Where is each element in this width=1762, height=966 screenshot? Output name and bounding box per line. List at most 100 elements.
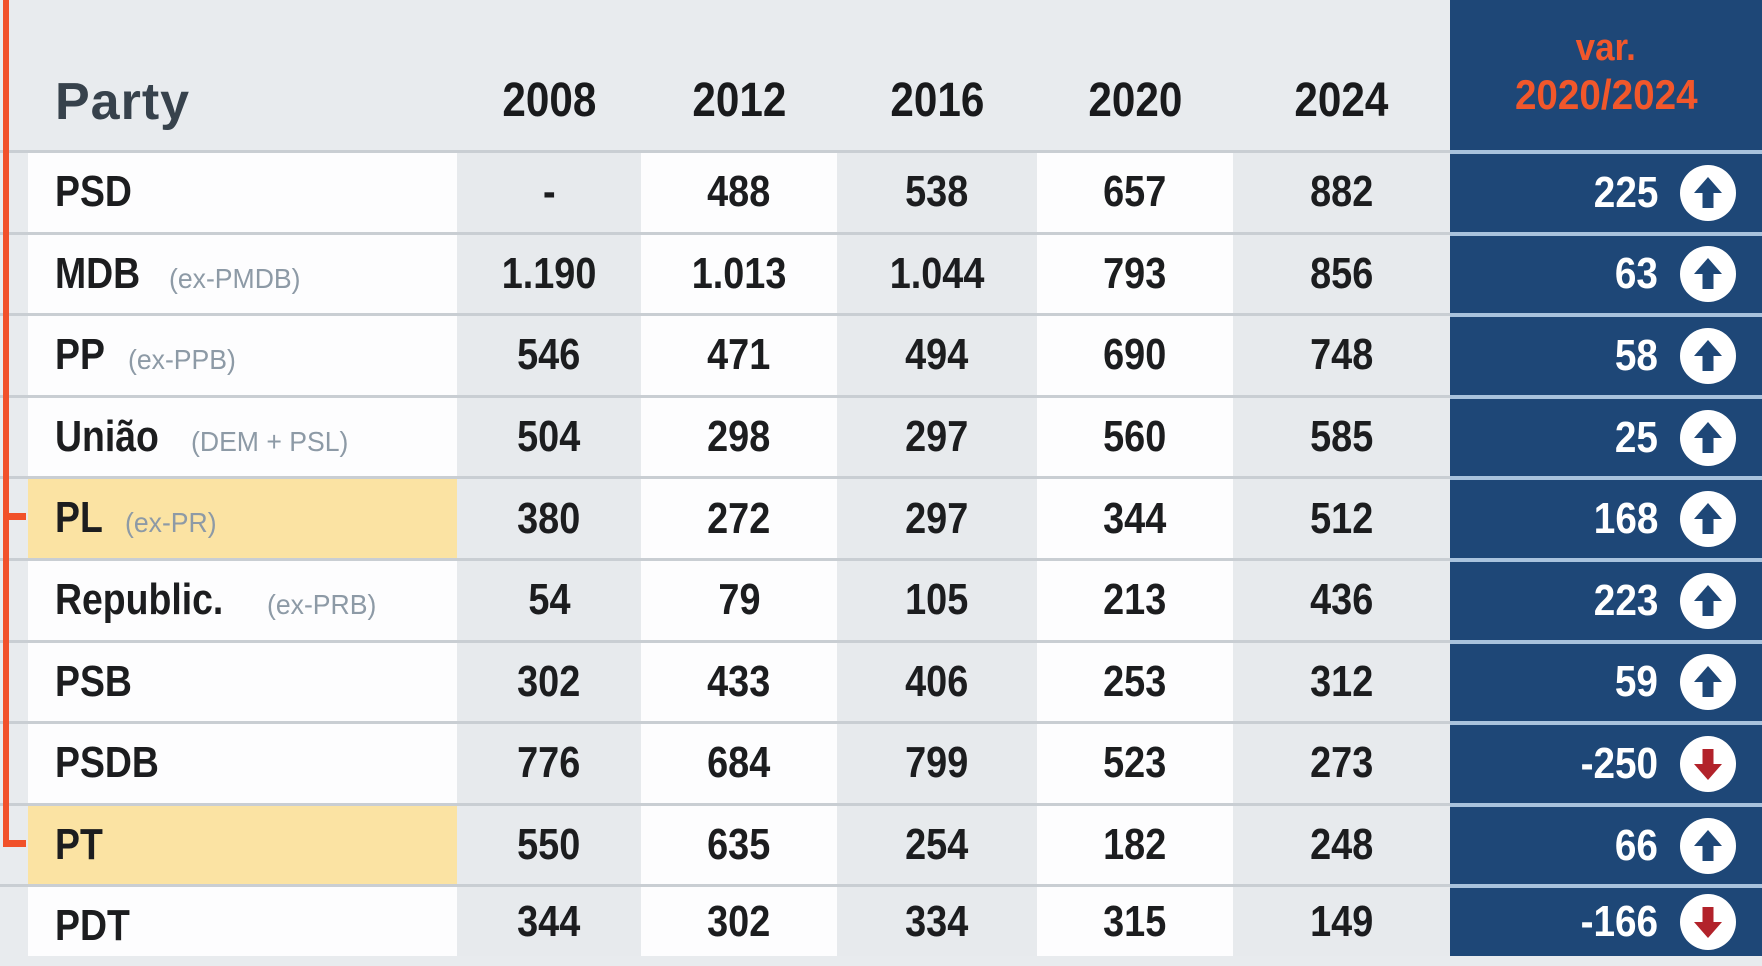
party-cell: PSB	[28, 639, 457, 722]
value-cell-2016: 254	[837, 802, 1037, 885]
value-2016: 105	[905, 575, 969, 625]
variation-value: -166	[1580, 897, 1658, 947]
value-2008: -	[542, 167, 556, 217]
party-cell: PL (ex-PR)	[28, 476, 457, 558]
arrow-up-icon	[1680, 327, 1736, 384]
value-cell-2016: 406	[837, 639, 1037, 722]
party-cell: PSD	[28, 150, 457, 232]
row-gutter	[0, 476, 28, 558]
party-cell: PP (ex-PPB)	[28, 313, 457, 395]
value-cell-2024: 149	[1233, 884, 1450, 966]
value-cell-2012: 302	[641, 884, 837, 966]
arrow-up-icon	[1680, 164, 1736, 221]
row-gutter	[0, 557, 28, 640]
variation-value: 223	[1593, 575, 1658, 625]
value-2024: 882	[1309, 167, 1374, 217]
value-cell-2012: 635	[641, 802, 837, 885]
variation-cell: 25	[1450, 394, 1762, 477]
party-former-name: (ex-PR)	[125, 507, 217, 539]
party-cell: União (DEM + PSL)	[28, 394, 457, 477]
arrow-up-icon	[1680, 654, 1736, 711]
value-2016: 406	[905, 656, 969, 706]
variation-value: 168	[1593, 494, 1658, 544]
value-2008: 504	[517, 412, 581, 462]
value-2020: 793	[1103, 248, 1167, 298]
variation-cell: 58	[1450, 313, 1762, 395]
header-year-2016: 2016	[890, 74, 984, 127]
party-name: Republic.	[55, 574, 224, 624]
value-2020: 690	[1103, 330, 1167, 380]
value-cell-2008: 302	[457, 639, 641, 722]
value-cell-2008: 54	[457, 557, 641, 640]
party-cell: PDT	[28, 884, 457, 966]
variation-cell: 223	[1450, 557, 1762, 640]
value-cell-2008: 344	[457, 884, 641, 966]
value-cell-2012: 79	[641, 557, 837, 640]
party-name: PSD	[55, 167, 132, 216]
value-cell-2020: 793	[1037, 231, 1233, 314]
row-gutter	[0, 313, 28, 395]
table-row: PSD - 488 538 657 882 225	[0, 150, 1762, 232]
variation-value: 63	[1614, 249, 1658, 299]
variation-cell: -250	[1450, 721, 1762, 803]
header-party: Party	[28, 0, 457, 150]
value-2012: 272	[707, 493, 771, 543]
party-name: União	[55, 411, 159, 461]
arrow-down-icon	[1680, 894, 1736, 951]
value-2012: 488	[707, 167, 771, 217]
value-2024: 512	[1309, 493, 1374, 543]
party-cell: MDB (ex-PMDB)	[28, 231, 457, 314]
value-2008: 54	[527, 575, 571, 625]
variation-value: 25	[1614, 412, 1658, 462]
value-cell-2020: 560	[1037, 394, 1233, 477]
row-gutter	[0, 150, 28, 232]
variation-value: 59	[1614, 657, 1658, 707]
variation-cell: 59	[1450, 639, 1762, 722]
party-former-name: (ex-PRB)	[267, 588, 377, 620]
party-former-name: (DEM + PSL)	[191, 425, 349, 457]
header-year-2012: 2012	[692, 74, 786, 127]
value-2008: 546	[517, 330, 581, 380]
row-gutter	[0, 721, 28, 803]
value-cell-2024: 436	[1233, 557, 1450, 640]
value-cell-2020: 213	[1037, 557, 1233, 640]
row-gutter	[0, 639, 28, 722]
table-row: MDB (ex-PMDB) 1.190 1.013 1.044 793 856 63	[0, 231, 1762, 314]
value-cell-2008: 776	[457, 721, 641, 803]
header-year-2024: 2024	[1294, 74, 1389, 127]
value-2012: 302	[707, 896, 771, 946]
header-year-2020: 2020	[1088, 74, 1182, 127]
arrow-up-icon	[1680, 572, 1736, 629]
value-cell-2016: 297	[837, 476, 1037, 558]
party-name: PL	[55, 493, 103, 543]
highlight-connector-line	[3, 0, 9, 847]
party-name: PP	[55, 330, 105, 380]
party-name: PT	[55, 819, 103, 869]
value-2020: 213	[1103, 575, 1167, 625]
value-cell-2012: 272	[641, 476, 837, 558]
value-2016: 297	[905, 412, 969, 462]
table-row: PL (ex-PR) 380 272 297 344 512 168	[0, 476, 1762, 558]
value-cell-2020: 657	[1037, 150, 1233, 232]
value-2024: 273	[1309, 738, 1374, 788]
value-2020: 182	[1103, 820, 1167, 870]
table-row: PDT 344 302 334 315 149 -166	[0, 884, 1762, 966]
party-name: PSDB	[55, 738, 159, 788]
value-cell-2020: 523	[1037, 721, 1233, 803]
value-2016: 254	[905, 820, 969, 870]
table-body: PSD - 488 538 657 882 225 MDB (ex-PMDB) 1.19…	[0, 150, 1762, 966]
value-cell-2012: 488	[641, 150, 837, 232]
arrow-up-icon	[1680, 409, 1736, 466]
row-gutter	[0, 802, 28, 885]
value-2008: 776	[517, 738, 581, 788]
table-row: PSB 302 433 406 253 312 59	[0, 639, 1762, 722]
value-cell-2016: 799	[837, 721, 1037, 803]
value-cell-2008: 504	[457, 394, 641, 477]
value-cell-2024: 856	[1233, 231, 1450, 314]
table-row: PSDB 776 684 799 523 273 -250	[0, 721, 1762, 803]
value-cell-2024: 882	[1233, 150, 1450, 232]
value-cell-2016: 494	[837, 313, 1037, 395]
table-row: Republic. (ex-PRB) 54 79 105 213 436 223	[0, 557, 1762, 640]
value-2012: 433	[707, 656, 771, 706]
value-2016: 297	[905, 493, 969, 543]
